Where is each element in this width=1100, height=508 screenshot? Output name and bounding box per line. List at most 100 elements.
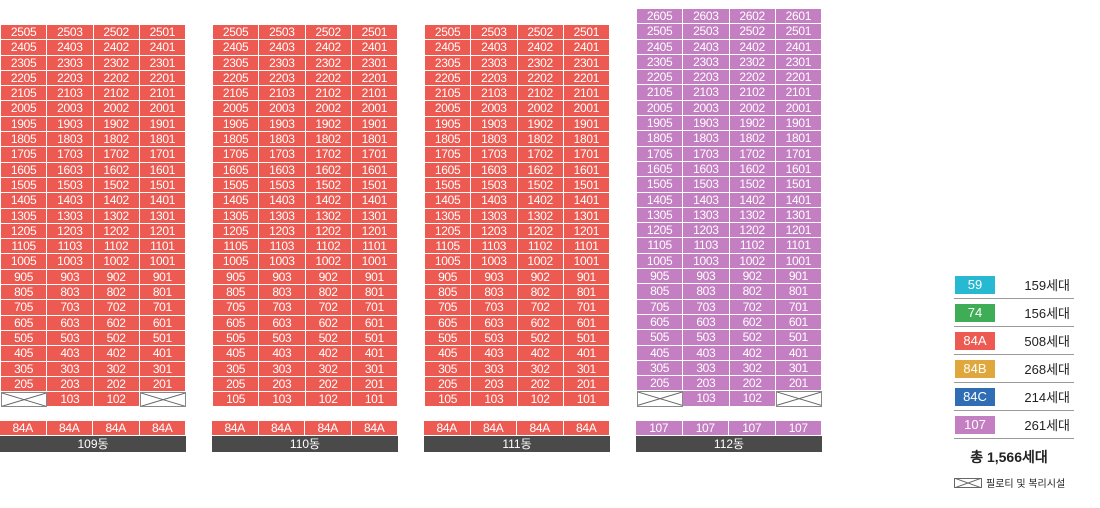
building-110: 2505 2503 2502 2501 2405 2403 2402 2401 2305 2303… [212,25,398,453]
unit-cell: 1603 [471,162,518,178]
unit-cell: 1505 [425,177,472,194]
unit-cell: 1703 [683,146,730,162]
unit-cell: 1303 [683,207,730,224]
unit-cell: 2502 [93,25,140,41]
unit-cell: 1902 [305,116,352,133]
unit-cell: 403 [471,346,518,362]
unit-cell: 1302 [93,208,140,224]
unit-cell: 1501 [139,177,186,194]
unit-cell: 1701 [775,146,822,162]
unit-cell: 505 [1,330,48,347]
unit-cell: 701 [563,300,610,316]
unit-cell: 702 [729,299,776,315]
unit-cell: 2005 [1,101,48,117]
unit-cell: 1401 [351,193,398,209]
unit-type-label: 84A [305,421,352,437]
legend-row: 84B 268세대 [954,355,1074,383]
unit-cell: 2503 [471,25,518,41]
unit-cell: 902 [729,269,776,285]
unit-cell: 1703 [47,147,94,163]
unit-cell: 1803 [683,131,730,147]
unit-cell: 201 [775,376,822,392]
unit-cell: 1702 [305,147,352,163]
legend-type-swatch: 59 [955,275,995,294]
unit-cell: 1403 [259,193,306,209]
unit-cell: 1402 [729,192,776,208]
piloti-icon [954,477,982,488]
unit-cell: 803 [259,285,306,301]
unit-cell: 303 [259,361,306,377]
unit-cell: 1405 [1,193,48,209]
legend-count: 268세대 [1024,362,1070,377]
unit-cell: 2505 [637,24,684,40]
unit-cell: 905 [213,269,260,286]
unit-cell: 2305 [425,55,472,71]
unit-cell: 403 [259,346,306,362]
unit-cell: 301 [351,361,398,377]
legend-count: 214세대 [1024,390,1070,405]
unit-cell: 1202 [517,223,564,240]
unit-cell: 1201 [563,223,610,240]
unit-cell: 602 [517,315,564,331]
unit-cell: 2402 [93,40,140,56]
unit-cell: 1005 [1,254,48,270]
unit-cell: 101 [563,392,610,408]
unit-cell: 1003 [471,254,518,270]
unit-cell: 2501 [563,25,610,41]
piloti-label: 필로티 및 복리시설 [986,479,1066,490]
unit-cell: 2303 [471,55,518,71]
unit-grid: 2605 2603 2602 2601 2505 2503 2502 2501 2405 2403… [636,9,822,407]
unit-cell: 1302 [305,208,352,224]
unit-cell: 103 [471,392,518,408]
unit-cell: 2103 [683,85,730,101]
unit-cell: 702 [93,300,140,316]
unit-cell: 2501 [351,25,398,41]
unit-cell: 202 [93,376,140,393]
unit-cell: 1805 [1,132,48,148]
unit-cell: 1405 [637,192,684,208]
unit-grid: 2505 2503 2502 2501 2405 2403 2402 2401 2305 2303… [212,25,398,408]
piloti-icon [776,392,821,406]
unit-cell: 502 [93,330,140,347]
unit-cell: 902 [517,269,564,286]
unit-cell: 1702 [93,147,140,163]
unit-cell: 2001 [351,101,398,117]
unit-cell: 1502 [93,177,140,194]
unit-cell: 302 [517,361,564,377]
unit-cell: 2103 [471,86,518,102]
unit-cell: 2202 [517,70,564,87]
unit-cell: 1005 [637,253,684,270]
unit-cell: 201 [139,376,186,393]
unit-cell: 602 [729,314,776,331]
unit-cell: 905 [637,269,684,285]
unit-cell: 1805 [425,132,472,148]
unit-cell: 1502 [305,177,352,194]
unit-cell: 1401 [139,193,186,209]
unit-cell: 1605 [1,162,48,178]
unit-cell: 705 [637,299,684,315]
unit-cell: 1202 [729,223,776,239]
unit-cell: 805 [213,285,260,301]
unit-cell: 2401 [351,40,398,56]
unit-cell: 1903 [47,116,94,133]
unit-cell: 2001 [139,101,186,117]
unit-cell: 1402 [305,193,352,209]
unit-cell: 505 [213,330,260,347]
unit-cell: 2401 [139,40,186,56]
unit-cell: 1403 [471,193,518,209]
unit-cell: 303 [683,360,730,377]
unit-cell: 1001 [563,254,610,270]
unit-type-label: 84A [139,421,186,437]
unit-cell: 501 [139,330,186,347]
legend-row: 84C 214세대 [954,383,1074,411]
unit-cell: 1501 [563,177,610,194]
unit-cell: 2501 [139,25,186,41]
unit-cell: 2001 [775,100,822,117]
legend-type-swatch: 107 [955,415,995,434]
unit-type-label: 107 [636,420,683,436]
legend: 59 159세대 74 156세대 84A 508세대 84B 268세대 84C 214세대 10… [954,271,1074,490]
unit-cell: 703 [683,299,730,315]
unit-cell: 402 [517,346,564,362]
unit-cell: 1301 [351,208,398,224]
unit-cell: 1702 [517,147,564,163]
